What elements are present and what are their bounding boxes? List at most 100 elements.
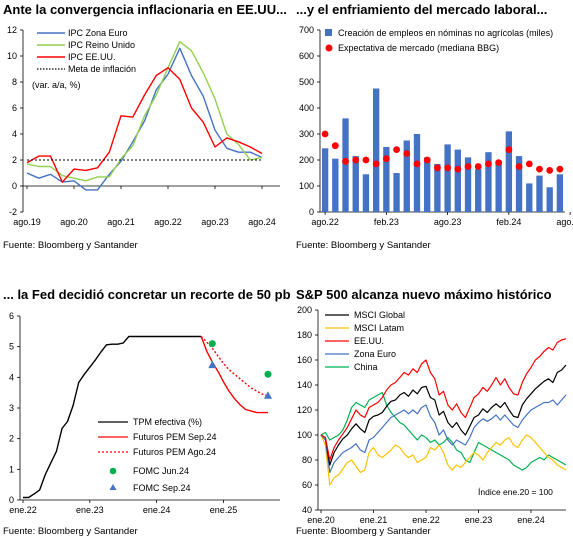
expectation-point (536, 165, 543, 173)
payrolls-bar (475, 169, 482, 212)
inflation-series (26, 41, 263, 191)
legend-label-market-expectation: Expectativa de mercado (mediana BBG) (338, 43, 499, 53)
payrolls-x-tick-label: ago.24 (556, 217, 573, 227)
payrolls-series (321, 88, 564, 212)
expectation-point (423, 156, 431, 164)
legend-label-payrolls: Creación de empleos en nóminas no agríco… (338, 28, 553, 38)
fed-point-fomc-sep-24 (264, 391, 272, 399)
fed-y-tick-label: 0 (9, 495, 14, 505)
inflation-y-tick-label: 4 (12, 129, 17, 139)
panel-fed-title: ... la Fed decidió concretar un recorte … (3, 287, 291, 302)
equities-series (320, 338, 567, 486)
payrolls-bar (556, 174, 564, 212)
panel-payrolls: ...y el enfriamiento del mercado laboral… (296, 2, 573, 251)
inflation-y-tick-label: 12 (7, 25, 17, 35)
expectation-point (495, 159, 503, 167)
inflation-y-tick-label: 6 (12, 103, 17, 113)
equities-y-tick-label: 160 (297, 355, 312, 365)
expectation-point (505, 146, 513, 154)
expectation-point (454, 165, 462, 173)
payrolls-y-tick-label: 600 (299, 51, 314, 61)
inflation-y-tick-label: 8 (12, 77, 17, 87)
payrolls-y-tick-label: 400 (299, 103, 314, 113)
legend-label-fomc-jun: FOMC Jun.24 (133, 466, 189, 476)
inflation-series-ipc-ee-uu (26, 67, 263, 183)
equities-x-tick-label: ene.22 (412, 515, 440, 525)
equities-series-ee-uu (320, 338, 567, 461)
payrolls-bar (485, 152, 492, 212)
payrolls-bar (342, 118, 349, 212)
expectation-point (393, 146, 400, 154)
payrolls-bar (413, 134, 421, 212)
fed-axes: 0 1 2 3 4 5 6 ene.22 ene.23 ene.24 ene.25 (9, 311, 280, 515)
equities-y-tick-label: 180 (297, 330, 312, 340)
payrolls-bar (454, 149, 461, 212)
legend-label-eeuu: EE.UU. (354, 336, 384, 346)
equities-y-tick-label: 100 (297, 430, 312, 440)
inflation-y-tick-label: 2 (12, 155, 17, 165)
inflation-units-note: (var. a/a, %) (32, 80, 81, 90)
legend-label-ipc-reino-unido: IPC Reino Unido (68, 40, 135, 50)
expectation-point (444, 164, 452, 172)
inflation-series-ipc-reino-unido (26, 41, 263, 182)
inflation-y-tick-label: -2 (9, 207, 17, 217)
inflation-y-tick-label: 10 (7, 51, 17, 61)
fed-x-tick-label: ene.24 (143, 505, 171, 515)
panel-equities: S&P 500 alcanza nuevo máximo histórico 4… (296, 287, 567, 537)
legend-label-tpm: TPM efectiva (%) (133, 417, 202, 427)
equities-x-tick-label: ene.23 (465, 515, 493, 525)
fed-source: Fuente: Bloomberg y Santander (3, 526, 138, 537)
inflation-y-tick-label: 0 (12, 181, 17, 191)
legend-swatch-fomc-jun (109, 467, 117, 475)
expectation-point (474, 163, 482, 170)
expectation-point (403, 150, 411, 157)
legend-swatch-market-expectation (325, 44, 333, 52)
payrolls-x-tick-label: ago.22 (311, 217, 339, 227)
fed-series-futuros-pem-sep-24 (200, 336, 268, 414)
legend-label-msci-global: MSCI Global (354, 310, 405, 320)
legend-label-futuros-sep: Futuros PEM Sep.24 (133, 432, 217, 442)
payrolls-bar (434, 163, 441, 212)
payrolls-bar (372, 88, 380, 212)
legend-label-ipc-eeuu: IPC EE.UU. (68, 52, 116, 62)
payrolls-x-tick-label: feb.23 (374, 217, 399, 227)
payrolls-bar (464, 157, 472, 212)
equities-index-note: Índice ene.20 = 100 (478, 487, 553, 497)
expectation-point (433, 164, 441, 172)
inflation-x-tick-label: ago.23 (201, 217, 229, 227)
payrolls-bar (526, 183, 533, 212)
payrolls-bar (383, 147, 390, 212)
expectation-point (362, 156, 370, 164)
equities-y-tick-label: 120 (297, 405, 312, 415)
payrolls-bar (444, 144, 451, 212)
inflation-source: Fuente: Bloomberg y Santander (3, 240, 138, 251)
equities-x-tick-label: ene.24 (517, 515, 545, 525)
payrolls-bar (505, 131, 513, 212)
expectation-point (525, 160, 533, 168)
expectation-point (546, 167, 554, 174)
inflation-x-tick-label: ago.21 (107, 217, 135, 227)
payrolls-bar (403, 140, 410, 212)
payrolls-bar (352, 156, 359, 212)
equities-x-tick-label: ene.21 (360, 515, 388, 525)
equities-y-tick-label: 80 (302, 455, 312, 465)
fed-y-tick-label: 1 (9, 464, 14, 474)
expectation-point (321, 130, 329, 138)
fed-series-futuros-pem-ago-24 (200, 336, 269, 397)
equities-axes: 40 60 80 100 120 140 160 180 200 ene.20 ene.21 ene.… (297, 305, 566, 525)
fed-y-tick-label: 2 (9, 434, 14, 444)
payrolls-bar (362, 174, 370, 212)
fed-point-fomc-sep-24 (208, 360, 217, 369)
inflation-series-ipc-zona-euro (26, 47, 263, 191)
payrolls-source: Fuente: Bloomberg y Santander (296, 240, 431, 251)
expectation-point (556, 165, 564, 173)
expectation-point (331, 142, 339, 150)
payrolls-bar (495, 161, 502, 212)
fed-series (23, 335, 272, 499)
expectation-point (342, 157, 349, 165)
inflation-x-tick-label: ago.24 (248, 217, 276, 227)
payrolls-y-tick-label: 0 (309, 207, 314, 217)
payrolls-bar (424, 157, 431, 212)
payrolls-y-tick-label: 100 (299, 181, 314, 191)
